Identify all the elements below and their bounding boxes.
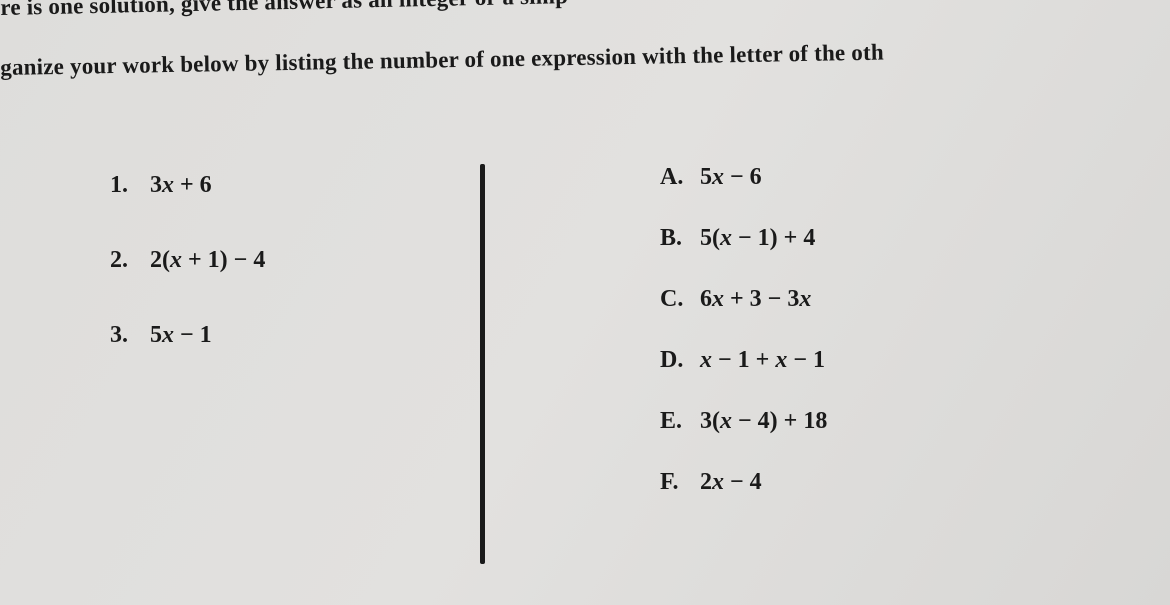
right-item-E: E. 3(x − 4) + 18 [660,408,1170,435]
instruction-line-1: re is one solution, give the answer as a… [0,0,1170,24]
item-letter: B. [660,225,700,252]
item-number: 1. [110,172,150,199]
item-expression: x − 1 + x − 1 [700,347,825,374]
item-number: 3. [110,322,150,349]
worksheet-page: re is one solution, give the answer as a… [0,0,1170,605]
right-column: A. 5x − 6 B. 5(x − 1) + 4 C. 6x + 3 − 3x… [485,160,1170,580]
item-expression: 5x − 1 [150,322,212,349]
item-expression: 3x + 6 [150,172,212,199]
left-item-3: 3. 5x − 1 [110,322,480,349]
item-expression: 2x − 4 [700,469,762,496]
item-letter: E. [660,408,700,435]
expression-columns: 1. 3x + 6 2. 2(x + 1) − 4 3. 5x − 1 A. 5… [0,160,1170,580]
item-letter: F. [660,469,700,496]
item-expression: 5x − 6 [700,164,762,191]
right-item-A: A. 5x − 6 [660,164,1170,191]
right-item-C: C. 6x + 3 − 3x [660,286,1170,313]
left-item-1: 1. 3x + 6 [110,172,480,199]
instruction-line-2: ganize your work below by listing the nu… [0,32,1170,85]
item-number: 2. [110,247,150,274]
item-expression: 2(x + 1) − 4 [150,247,265,274]
left-item-2: 2. 2(x + 1) − 4 [110,247,480,274]
item-expression: 5(x − 1) + 4 [700,225,815,252]
right-item-D: D. x − 1 + x − 1 [660,347,1170,374]
left-column: 1. 3x + 6 2. 2(x + 1) − 4 3. 5x − 1 [0,160,480,580]
item-letter: C. [660,286,700,313]
item-letter: D. [660,347,700,374]
item-expression: 3(x − 4) + 18 [700,408,827,435]
right-item-F: F. 2x − 4 [660,469,1170,496]
item-expression: 6x + 3 − 3x [700,286,811,313]
right-item-B: B. 5(x − 1) + 4 [660,225,1170,252]
item-letter: A. [660,164,700,191]
